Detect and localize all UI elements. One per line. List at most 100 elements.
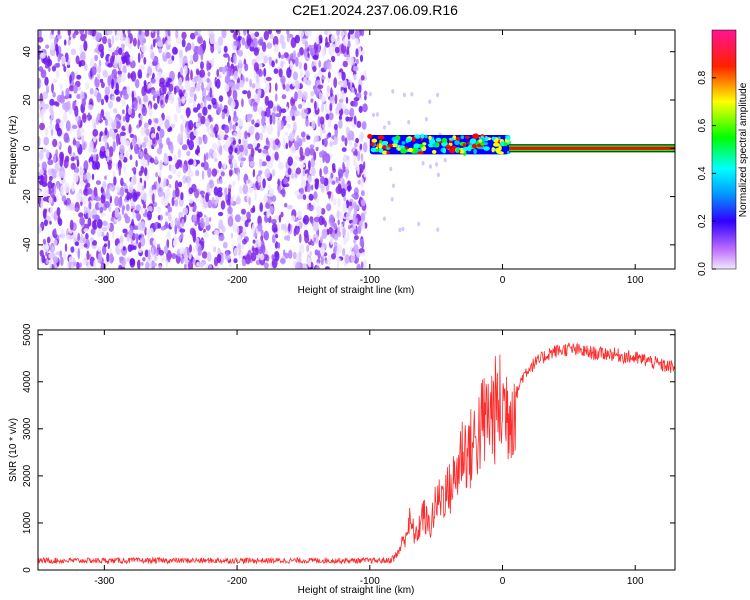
heatmap-cell (254, 81, 261, 90)
heatmap-cell (170, 165, 176, 173)
heatmap-cell (98, 43, 104, 53)
heatmap-cell (206, 96, 212, 102)
heatmap-cell (363, 209, 367, 216)
heatmap-cell (121, 55, 127, 63)
heatmap-cell (355, 48, 359, 58)
heatmap-cell (172, 239, 177, 247)
heatmap-cell (291, 98, 296, 104)
heatmap-cell (228, 154, 234, 160)
heatmap-cell (182, 207, 189, 215)
heatmap-cell (248, 196, 251, 206)
heatmap-cell (121, 72, 127, 82)
heatmap-cell (49, 220, 52, 225)
heatmap-cell (266, 209, 271, 219)
heatmap-cell (138, 248, 142, 253)
heatmap-cell (228, 145, 234, 155)
heatmap-cell (358, 131, 364, 143)
heatmap-cell (174, 217, 179, 227)
heatmap-cell (122, 65, 127, 75)
heatmap-cell (237, 243, 242, 249)
colorbar-tick-label: 0.8 (697, 70, 708, 84)
heatmap-cell (106, 252, 110, 263)
heatmap-cell (261, 41, 267, 53)
heatmap-cell (271, 254, 275, 261)
heatmap-cell (391, 89, 395, 94)
heatmap-cell (93, 259, 97, 269)
heatmap-cell (323, 137, 328, 148)
heatmap-cell (202, 40, 207, 51)
heatmap-cell (189, 227, 196, 236)
heatmap-cell (233, 247, 239, 256)
heatmap-cell (102, 220, 108, 226)
heatmap-cell (288, 223, 291, 232)
heatmap-cell (249, 180, 254, 188)
colorbar-tick-label: 0.4 (697, 166, 708, 180)
heatmap-cell (303, 108, 309, 114)
heatmap-cell (137, 181, 143, 193)
heatmap-cell (175, 187, 180, 198)
heatmap-cell (282, 137, 286, 149)
heatmap-cell (156, 147, 163, 155)
heatmap-cell (70, 162, 76, 170)
heatmap-cell (122, 109, 125, 115)
heatmap-cell (358, 248, 365, 254)
heatmap-cell (220, 200, 226, 210)
heatmap-cell (177, 171, 181, 178)
heatmap-cell (232, 140, 237, 146)
heatmap-cell (313, 216, 320, 223)
heatmap-cell (55, 102, 60, 107)
heatmap-cell (351, 251, 355, 256)
heatmap-cell (143, 80, 147, 86)
heatmap-cell (122, 246, 126, 251)
heatmap-cell (99, 112, 102, 124)
heatmap-cell (435, 162, 439, 167)
heatmap-cell (49, 206, 54, 216)
heatmap-cell (318, 92, 323, 100)
signal-cell (413, 143, 420, 149)
heatmap-cell (263, 262, 269, 269)
heatmap-cell (101, 226, 108, 232)
heatmap-cell (102, 235, 109, 242)
heatmap-cell (131, 218, 134, 226)
heatmap-cell (179, 246, 185, 255)
heatmap-cell (38, 66, 44, 72)
heatmap-cell (269, 141, 274, 149)
heatmap-cell (286, 32, 290, 43)
heatmap-cell (193, 107, 199, 113)
heatmap-cell (197, 103, 201, 110)
heatmap-cell (144, 249, 149, 258)
heatmap-cell (67, 60, 70, 66)
heatmap-cell (175, 30, 179, 40)
heatmap-cell (257, 175, 262, 183)
heatmap-cell (62, 111, 68, 123)
heatmap-cell (163, 177, 167, 186)
heatmap-cell (100, 98, 105, 106)
heatmap-cell (334, 46, 340, 54)
bottom-plot-frame (37, 329, 676, 571)
heatmap-cell (57, 53, 61, 63)
heatmap-cell (52, 78, 58, 84)
heatmap-cell (148, 83, 152, 89)
heatmap-cell (182, 55, 188, 66)
heatmap-cell (320, 255, 324, 266)
heatmap-cell (132, 192, 138, 202)
heatmap-cell (258, 69, 263, 77)
heatmap-cell (267, 100, 274, 109)
heatmap-cell (311, 241, 315, 246)
heatmap-cell (137, 259, 141, 269)
heatmap-cell (239, 80, 245, 88)
heatmap-cell (213, 246, 217, 253)
heatmap-cell (161, 195, 165, 206)
heatmap-cell (228, 262, 233, 268)
heatmap-cell (355, 163, 360, 171)
heatmap-cell (333, 241, 338, 247)
heatmap-cell (344, 108, 350, 116)
heatmap-cell (310, 98, 314, 103)
heatmap-cell (268, 30, 272, 35)
heatmap-cell (40, 223, 44, 228)
y-tick-label: -20 (22, 189, 33, 204)
heatmap-cell (268, 184, 271, 189)
heatmap-cell (353, 155, 357, 164)
heatmap-cell (398, 227, 402, 233)
heatmap-cell (131, 103, 135, 110)
